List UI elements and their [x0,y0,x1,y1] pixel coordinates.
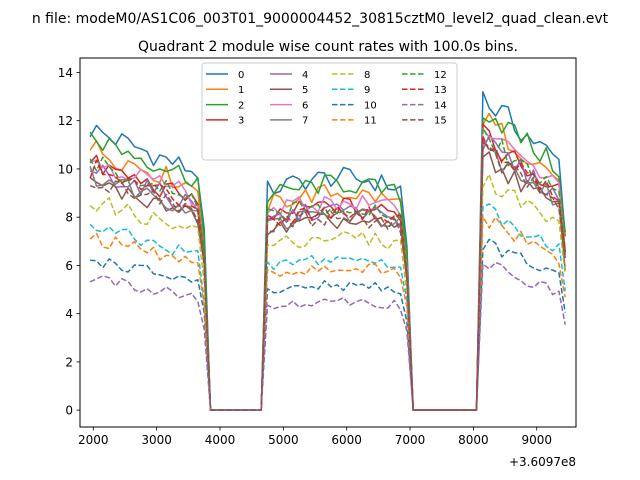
x-tick-label: 4000 [205,433,236,447]
legend-label-12: 12 [434,70,447,81]
series-line-13 [89,135,566,411]
series-line-7 [89,139,566,411]
series-line-8 [89,173,566,411]
x-axis-ticks: 2000 3000 4000 5000 6000 7000 8000 9000 [78,427,552,447]
legend-box [201,62,458,161]
legend-label-1: 1 [238,85,244,96]
x-tick-label: 9000 [521,433,552,447]
legend-label-6: 6 [302,100,308,111]
legend-label-15: 15 [434,116,447,127]
y-tick-label: 14 [58,66,73,80]
y-tick-label: 4 [65,307,73,321]
series-line-9 [89,203,566,411]
y-tick-label: 0 [65,404,73,418]
x-tick-label: 5000 [268,433,299,447]
legend-label-13: 13 [434,85,447,96]
x-tick-label: 3000 [141,433,172,447]
series-line-2 [89,117,566,411]
y-tick-label: 8 [65,211,73,225]
legend-label-10: 10 [364,100,377,111]
legend-label-7: 7 [302,116,308,127]
y-tick-label: 6 [65,259,73,273]
legend-label-9: 9 [364,85,370,96]
x-tick-label: 7000 [395,433,426,447]
legend-label-0: 0 [238,70,244,81]
series-lines [89,91,566,411]
legend-label-14: 14 [434,100,447,111]
series-line-12 [89,127,566,411]
legend-label-5: 5 [302,85,308,96]
y-tick-label: 12 [58,114,73,128]
series-line-0 [89,91,566,411]
y-tick-label: 2 [65,355,73,369]
y-tick-label: 10 [58,162,73,176]
series-line-11 [89,215,566,411]
legend-label-11: 11 [364,116,377,127]
legend-label-4: 4 [302,70,308,81]
legend-label-3: 3 [238,116,244,127]
x-tick-label: 8000 [458,433,489,447]
figure-suptitle: n file: modeM0/AS1C06_003T01_9000004452_… [32,11,609,27]
x-tick-label: 2000 [78,433,109,447]
plot-area-frame [79,57,577,428]
x-tick-label: 6000 [331,433,362,447]
series-line-3 [89,123,566,411]
series-line-10 [90,238,566,411]
chart-title: Quadrant 2 module wise count rates with … [138,39,518,55]
legend-label-8: 8 [364,70,370,81]
series-line-6 [90,127,566,411]
series-line-15 [89,141,566,411]
y-axis-ticks: 0 2 4 6 8 10 12 14 [58,66,80,418]
x-axis-offset-label: +3.6097e8 [509,455,576,469]
legend-label-2: 2 [238,100,244,111]
